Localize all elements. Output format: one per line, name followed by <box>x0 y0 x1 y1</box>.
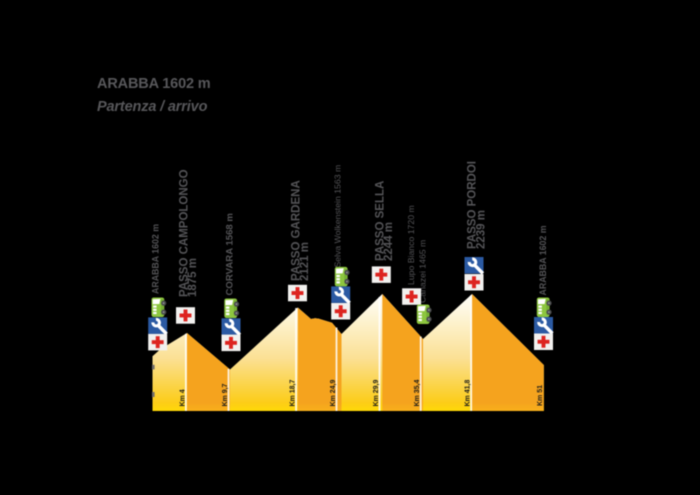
svg-text:Km 4: Km 4 <box>179 389 186 406</box>
svg-text:Km 9,7: Km 9,7 <box>222 383 229 406</box>
svg-text:CORVARA 1568 m: CORVARA 1568 m <box>225 213 236 295</box>
svg-text:PASSO SELLA: PASSO SELLA <box>375 181 387 261</box>
svg-text:Km 24,9: Km 24,9 <box>330 380 337 407</box>
svg-text:2239 m: 2239 m <box>476 210 488 249</box>
svg-text:ARABBA 1602 m: ARABBA 1602 m <box>151 224 161 294</box>
svg-text:Selva Wolkenstein 1563 m: Selva Wolkenstein 1563 m <box>333 165 343 268</box>
svg-text:Km 29,9: Km 29,9 <box>373 380 380 407</box>
svg-text:PASSO GARDENA: PASSO GARDENA <box>291 180 303 281</box>
svg-text:PASSO PORDOI: PASSO PORDOI <box>467 161 479 249</box>
svg-text:Km 41,8: Km 41,8 <box>465 380 472 407</box>
svg-text:Km 35,4: Km 35,4 <box>414 380 421 407</box>
svg-text:Lupo Bianco 1720 m: Lupo Bianco 1720 m <box>406 205 416 285</box>
svg-text:2244 m: 2244 m <box>383 222 395 261</box>
svg-text:2121 m: 2121 m <box>299 242 311 281</box>
svg-text:PASSO CAMPOLONGO: PASSO CAMPOLONGO <box>179 169 191 297</box>
svg-text:1875 m: 1875 m <box>187 258 199 297</box>
svg-text:Km 51: Km 51 <box>537 385 544 406</box>
svg-text:Canazei 1465 m: Canazei 1465 m <box>418 240 428 303</box>
svg-text:Km 18,7: Km 18,7 <box>290 380 297 407</box>
svg-text:ARABBA 1602 m: ARABBA 1602 m <box>538 225 548 295</box>
